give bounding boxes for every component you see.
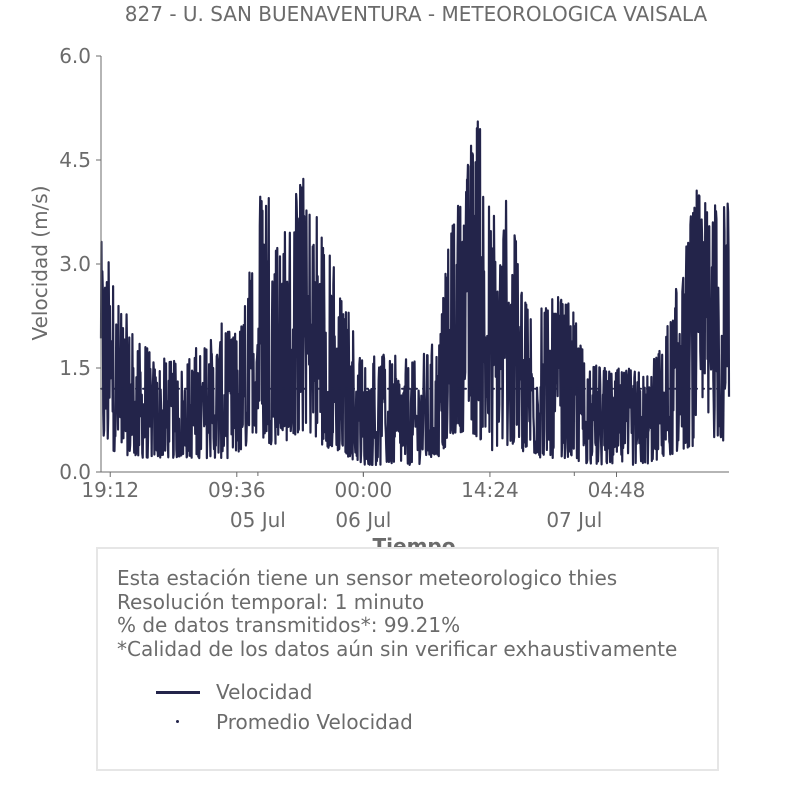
legend-entry-promedio: Promedio Velocidad xyxy=(156,710,656,734)
x-tick-label: 09:36 xyxy=(208,478,266,502)
y-tick-label: 3.0 xyxy=(59,252,91,276)
x-tick-label: 00:00 xyxy=(335,478,393,502)
y-tick-label: 1.5 xyxy=(59,356,91,380)
legend-dot-swatch xyxy=(176,720,179,723)
y-axis-label: Velocidad (m/s) xyxy=(28,185,52,340)
x-date-label: 06 Jul xyxy=(335,508,391,532)
y-tick-label: 0.0 xyxy=(59,460,91,484)
y-tick-label: 4.5 xyxy=(59,148,91,172)
x-tick-label: 04:48 xyxy=(588,478,646,502)
x-tick-label: 14:24 xyxy=(461,478,519,502)
x-date-label: 05 Jul xyxy=(230,508,286,532)
legend-line-swatch xyxy=(156,691,200,694)
info-sensor: Esta estación tiene un sensor meteorolog… xyxy=(117,566,618,590)
series-line-velocidad xyxy=(99,120,731,467)
legend-label-promedio: Promedio Velocidad xyxy=(216,710,413,734)
legend-entry-velocidad: Velocidad xyxy=(156,680,656,704)
chart-title: 827 - U. SAN BUENAVENTURA - METEOROLOGIC… xyxy=(125,2,708,26)
info-quality-note: *Calidad de los datos aún sin verificar … xyxy=(117,636,678,661)
x-tick-label: 19:12 xyxy=(81,478,139,502)
legend-label-velocidad: Velocidad xyxy=(216,680,313,704)
legend-box: Esta estación tiene un sensor meteorolog… xyxy=(96,547,719,771)
info-transmitted: % de datos transmitidos*: 99.21% xyxy=(117,613,461,637)
y-tick-label: 6.0 xyxy=(59,44,91,68)
info-resolution: Resolución temporal: 1 minuto xyxy=(117,589,425,614)
x-date-label: 07 Jul xyxy=(546,508,602,532)
station-info: Esta estación tiene un sensor meteorolog… xyxy=(117,566,678,661)
